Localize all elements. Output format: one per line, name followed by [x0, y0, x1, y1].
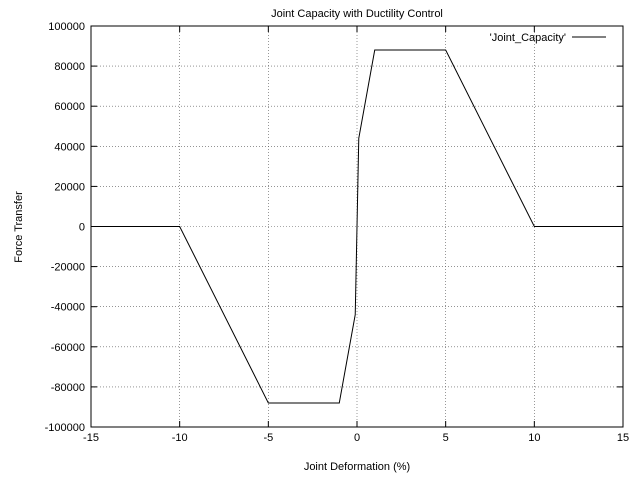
grid — [91, 26, 623, 427]
x-tick-label: 10 — [528, 432, 540, 444]
y-tick-label: -40000 — [51, 302, 85, 314]
x-tick-label: -15 — [83, 432, 99, 444]
x-axis: -15 -10 -5 0 5 10 15 — [83, 26, 629, 444]
series-line — [91, 49, 623, 404]
chart-title: Joint Capacity with Ductility Control — [271, 8, 443, 20]
y-tick-label: 100000 — [48, 21, 85, 33]
legend-label: 'Joint_Capacity' — [490, 32, 566, 44]
plot-frame — [90, 25, 624, 428]
y-axis: -100000 -80000 -60000 -40000 -20000 0 20000 400… — [45, 21, 623, 434]
x-tick-label: 5 — [443, 432, 449, 444]
x-tick-label: 0 — [354, 432, 360, 444]
x-tick-label: -5 — [263, 432, 273, 444]
y-tick-label: -80000 — [51, 382, 85, 394]
x-axis-label: Joint Deformation (%) — [304, 461, 410, 473]
y-tick-label: -100000 — [45, 422, 85, 434]
y-tick-label: -20000 — [51, 262, 85, 274]
legend: 'Joint_Capacity' — [490, 32, 606, 44]
x-tick-label: 15 — [617, 432, 629, 444]
x-tick-label: -10 — [172, 432, 188, 444]
y-tick-label: 40000 — [54, 141, 85, 153]
y-axis-label: Force Transfer — [13, 191, 25, 263]
y-tick-label: -60000 — [51, 342, 85, 354]
series-layer — [91, 49, 623, 404]
y-tick-label: 80000 — [54, 61, 85, 73]
y-tick-label: 0 — [79, 222, 85, 234]
y-tick-label: 60000 — [54, 101, 85, 113]
y-tick-label: 20000 — [54, 181, 85, 193]
